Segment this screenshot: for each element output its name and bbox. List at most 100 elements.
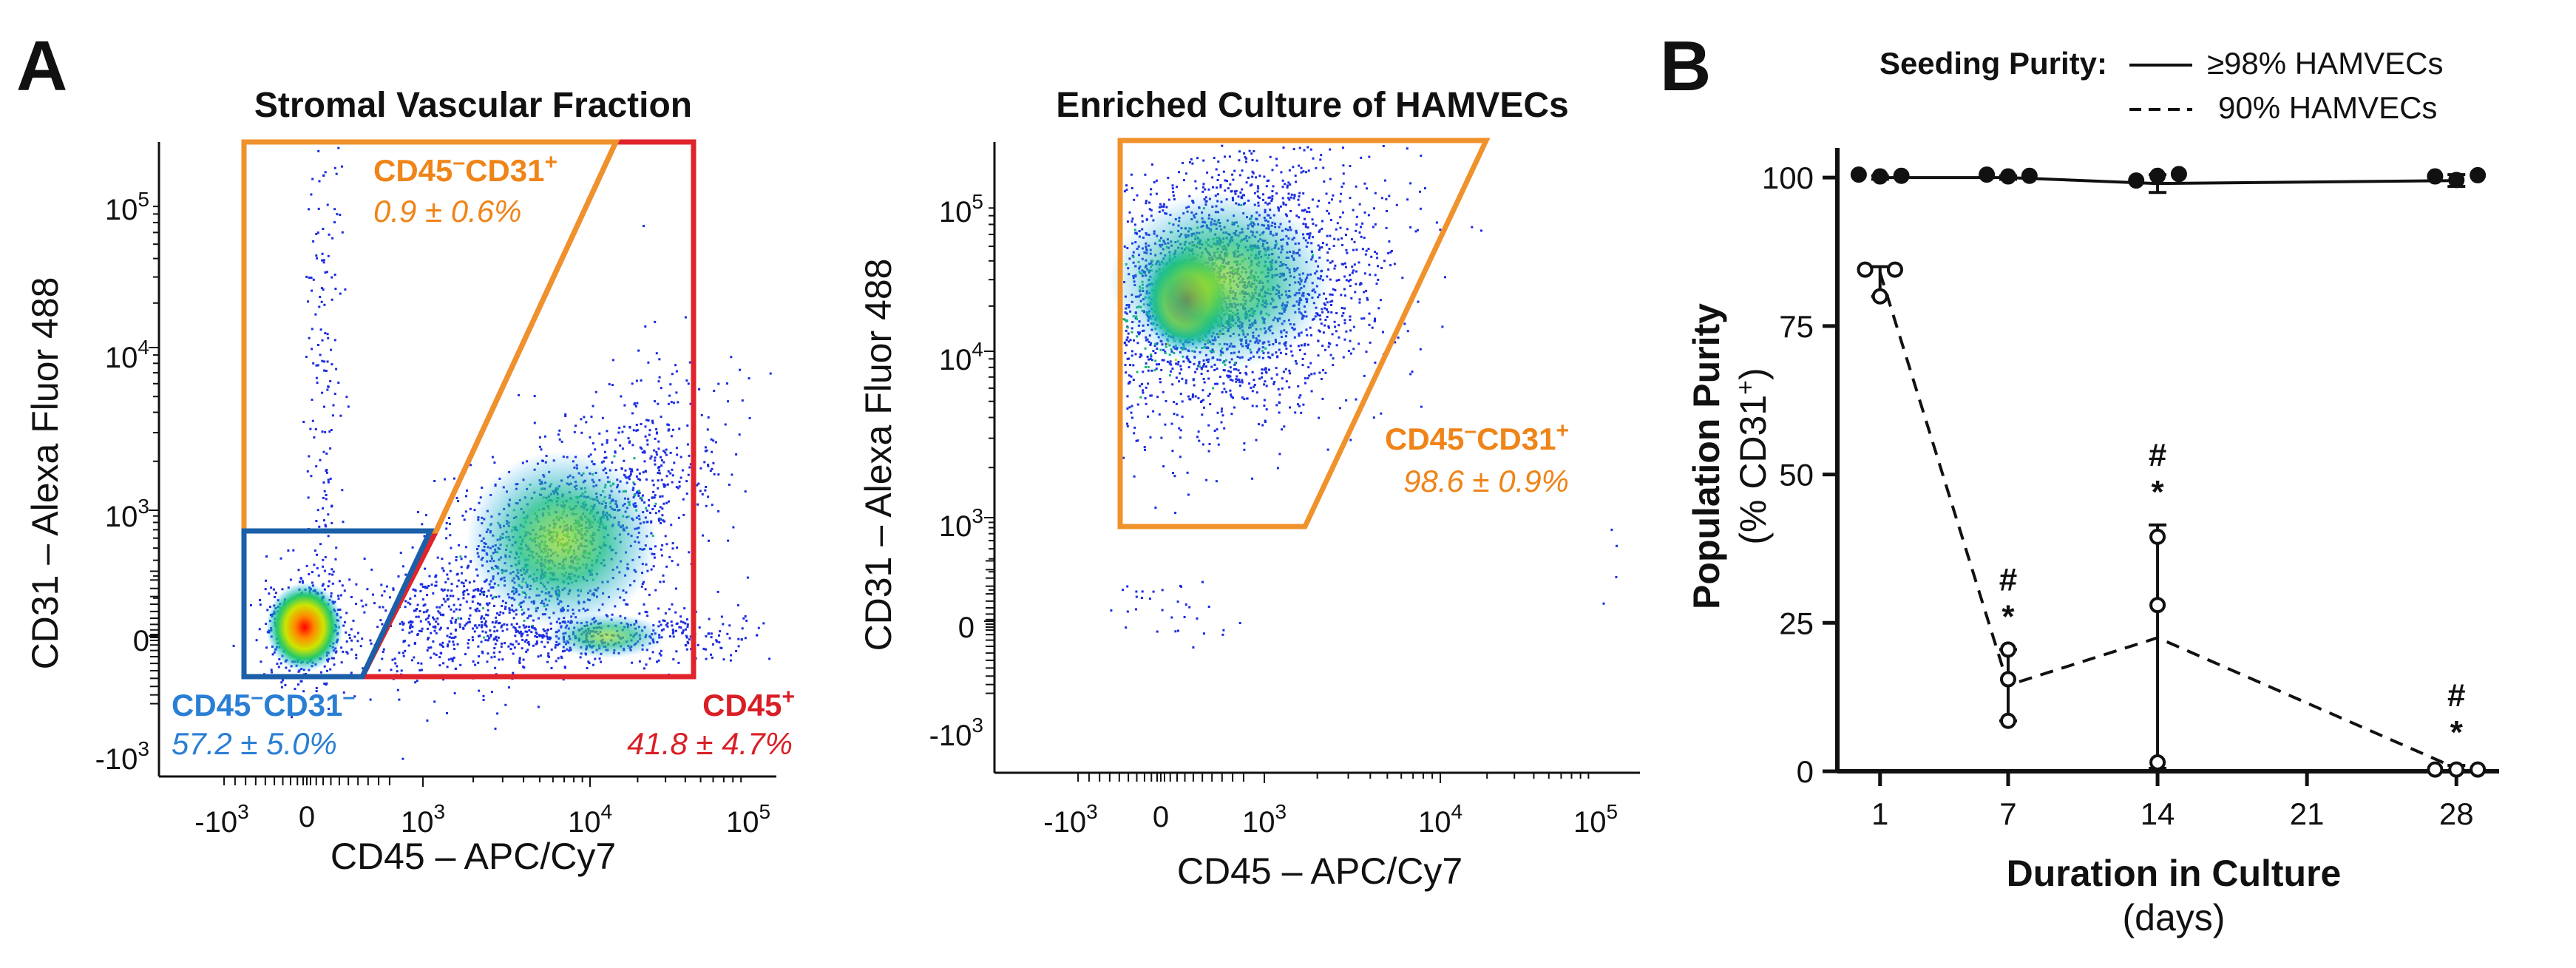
event-dot bbox=[1324, 319, 1327, 321]
event-dot bbox=[662, 485, 665, 488]
event-dot bbox=[580, 431, 583, 434]
event-dot bbox=[677, 563, 679, 566]
event-dot bbox=[512, 626, 515, 629]
event-dot bbox=[401, 623, 404, 626]
event-dot bbox=[606, 439, 609, 441]
event-dot bbox=[512, 643, 515, 646]
event-dot bbox=[621, 447, 624, 450]
event-dot bbox=[748, 377, 750, 380]
event-dot bbox=[1323, 180, 1326, 183]
event-dot bbox=[345, 612, 348, 615]
event-dot bbox=[1393, 263, 1396, 265]
event-dot bbox=[1355, 229, 1358, 232]
event-dot bbox=[315, 690, 318, 693]
event-dot bbox=[1145, 200, 1148, 203]
event-dot bbox=[729, 659, 732, 662]
event-dot bbox=[506, 628, 509, 631]
event-dot bbox=[1318, 230, 1321, 233]
event-dot bbox=[413, 656, 416, 659]
event-dot bbox=[1128, 374, 1131, 377]
event-dot bbox=[547, 652, 550, 655]
event-dot bbox=[518, 393, 521, 396]
event-dot bbox=[1229, 389, 1232, 392]
event-dot bbox=[1171, 383, 1174, 386]
event-dot bbox=[660, 623, 662, 626]
event-dot bbox=[350, 628, 353, 631]
event-dot bbox=[661, 544, 664, 546]
event-dot bbox=[1375, 282, 1378, 285]
event-dot bbox=[418, 669, 421, 671]
event-dot bbox=[1238, 150, 1241, 153]
event-dot bbox=[1148, 208, 1151, 211]
event-dot bbox=[427, 615, 430, 617]
event-dot bbox=[315, 520, 318, 522]
event-dot bbox=[669, 451, 672, 454]
event-dot bbox=[415, 615, 418, 618]
event-dot bbox=[528, 626, 531, 629]
event-dot bbox=[1298, 396, 1301, 399]
event-dot bbox=[326, 360, 329, 363]
event-dot bbox=[1409, 182, 1412, 185]
event-dot bbox=[451, 657, 454, 660]
event-dot bbox=[1223, 427, 1226, 430]
event-dot bbox=[682, 513, 685, 516]
event-dot bbox=[363, 611, 366, 614]
event-dot bbox=[330, 429, 333, 431]
event-dot bbox=[1181, 400, 1184, 403]
event-dot bbox=[1388, 240, 1391, 243]
event-dot bbox=[543, 646, 546, 649]
event-dot bbox=[1370, 255, 1373, 258]
event-dot bbox=[717, 510, 720, 512]
event-dot bbox=[633, 457, 636, 460]
event-dot bbox=[1222, 170, 1225, 173]
event-dot bbox=[657, 472, 660, 474]
event-dot bbox=[1207, 377, 1210, 380]
event-dot bbox=[1298, 348, 1301, 351]
event-dot bbox=[1300, 411, 1303, 414]
event-dot bbox=[554, 646, 557, 649]
event-dot bbox=[1203, 406, 1205, 409]
event-dot bbox=[1321, 397, 1324, 400]
event-dot bbox=[687, 382, 690, 385]
event-dot bbox=[337, 598, 340, 600]
event-dot bbox=[482, 592, 485, 595]
event-dot bbox=[1321, 220, 1323, 223]
event-dot bbox=[648, 429, 651, 432]
event-dot bbox=[598, 432, 601, 435]
event-dot bbox=[428, 623, 431, 626]
event-dot bbox=[450, 621, 453, 624]
event-dot bbox=[1133, 432, 1136, 435]
event-dot bbox=[433, 700, 436, 703]
event-dot bbox=[1350, 297, 1353, 299]
event-dot bbox=[1189, 398, 1192, 401]
event-dot bbox=[472, 639, 474, 642]
event-dot bbox=[1355, 282, 1358, 285]
event-dot bbox=[1235, 378, 1238, 381]
event-dot bbox=[301, 580, 304, 583]
event-dot bbox=[305, 564, 308, 567]
event-dot bbox=[396, 670, 399, 673]
event-dot bbox=[460, 581, 463, 584]
event-dot bbox=[473, 624, 476, 627]
event-dot bbox=[1251, 390, 1254, 393]
event-dot bbox=[446, 645, 449, 648]
event-dot bbox=[1245, 181, 1248, 184]
event-dot bbox=[322, 565, 325, 568]
event-dot bbox=[1233, 368, 1236, 370]
event-dot bbox=[474, 663, 477, 666]
event-dot bbox=[1299, 394, 1302, 397]
event-dot bbox=[518, 660, 521, 663]
event-dot bbox=[603, 450, 606, 453]
event-dot bbox=[447, 627, 449, 630]
event-dot bbox=[1144, 397, 1147, 400]
event-dot bbox=[521, 638, 524, 641]
event-dot bbox=[1318, 371, 1321, 374]
event-dot bbox=[688, 638, 691, 641]
event-dot bbox=[655, 428, 658, 430]
event-dot bbox=[1217, 443, 1220, 446]
event-dot bbox=[636, 402, 639, 405]
event-dot bbox=[494, 666, 497, 669]
event-dot bbox=[657, 440, 660, 443]
event-dot bbox=[1328, 212, 1330, 215]
event-dot bbox=[1227, 374, 1230, 377]
